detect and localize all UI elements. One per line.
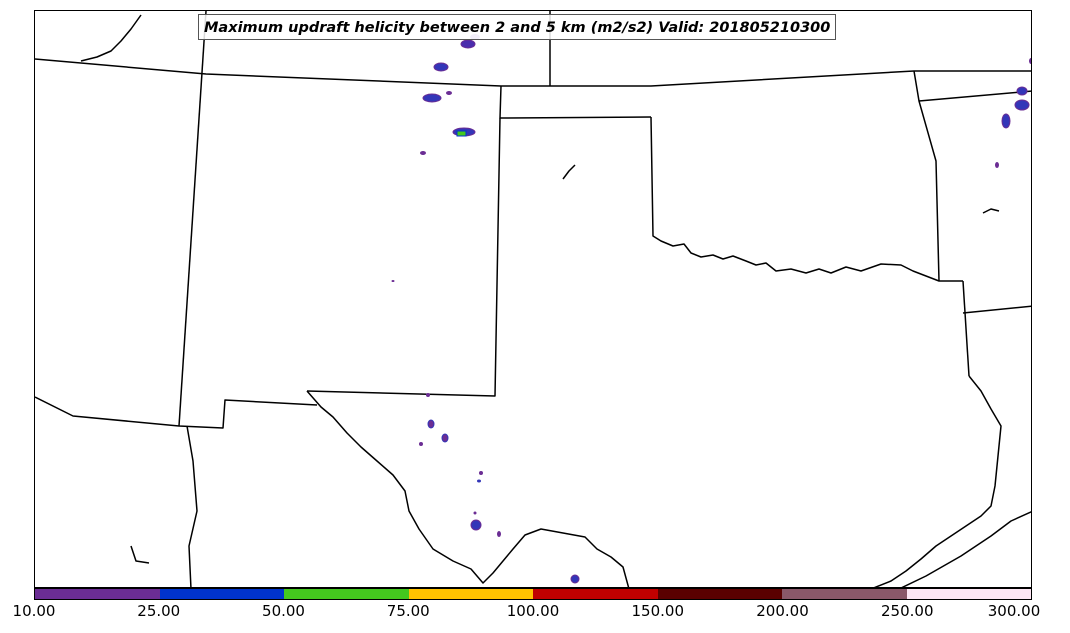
border-rio-grande xyxy=(306,390,630,587)
cell xyxy=(1014,99,1030,111)
cell xyxy=(1001,113,1011,129)
colorbar-tick-label: 200.00 xyxy=(756,602,809,620)
colorbar-tick-label: 10.00 xyxy=(12,602,56,620)
cell xyxy=(433,62,449,72)
border-oklahoma xyxy=(650,116,963,282)
cell-green xyxy=(456,130,467,137)
border-arkansas-north xyxy=(962,305,1031,314)
cell xyxy=(570,574,580,584)
cell xyxy=(460,39,476,49)
coastline-texas xyxy=(873,375,1002,587)
border-southwest xyxy=(35,396,318,429)
lake-feature-2 xyxy=(982,208,1000,214)
border-north xyxy=(35,58,1031,87)
map-panel xyxy=(34,10,1032,588)
cell xyxy=(446,91,452,95)
cell xyxy=(422,93,442,103)
map-title: Maximum updraft helicity between 2 and 5… xyxy=(198,14,837,40)
border-vertical-west xyxy=(178,11,207,427)
cell xyxy=(995,162,999,168)
cell xyxy=(473,511,477,515)
colorbar-tick-label: 300.00 xyxy=(987,602,1041,620)
colorbar-segment-4 xyxy=(408,589,533,599)
cell xyxy=(1029,58,1031,64)
colorbar-tick-label: 50.00 xyxy=(262,602,305,620)
lake-feature-1 xyxy=(562,164,576,180)
colorbar-segment-7 xyxy=(782,589,907,599)
colorbar xyxy=(34,588,1032,600)
shoreline-fragment xyxy=(80,14,142,62)
lake-feature-3 xyxy=(130,545,150,564)
cell xyxy=(427,419,435,429)
colorbar-segment-5 xyxy=(533,589,658,599)
cell xyxy=(419,442,423,446)
cell xyxy=(497,531,501,537)
border-arizona-east xyxy=(186,425,198,587)
colorbar-tick-label: 75.00 xyxy=(386,602,430,620)
colorbar-segment-1 xyxy=(35,589,160,599)
cell xyxy=(477,479,481,483)
border-nm-tx xyxy=(306,117,501,397)
border-missouri-north xyxy=(918,90,1031,102)
cell xyxy=(441,433,449,443)
cell xyxy=(470,519,482,531)
colorbar-tick-label: 25.00 xyxy=(137,602,181,620)
cell xyxy=(479,471,483,475)
border-missouri xyxy=(913,70,940,282)
colorbar-tick-label: 100.00 xyxy=(506,602,560,620)
colorbar-tick-label: 250.00 xyxy=(881,602,934,620)
coastline-gulf xyxy=(901,511,1031,587)
cell xyxy=(1016,86,1028,96)
cell xyxy=(391,280,395,282)
colorbar-segment-6 xyxy=(657,589,782,599)
helicity-cells xyxy=(391,34,1031,584)
cell xyxy=(420,151,426,155)
state-borders xyxy=(35,11,1031,587)
colorbar-tick-label: 150.00 xyxy=(631,602,685,620)
border-oklahoma-north xyxy=(499,85,652,119)
map-canvas xyxy=(35,11,1031,587)
cell xyxy=(426,393,430,397)
colorbar-segment-3 xyxy=(284,589,409,599)
colorbar-segment-8 xyxy=(906,589,1031,599)
border-arkansas-west xyxy=(962,280,970,377)
colorbar-segment-2 xyxy=(159,589,284,599)
